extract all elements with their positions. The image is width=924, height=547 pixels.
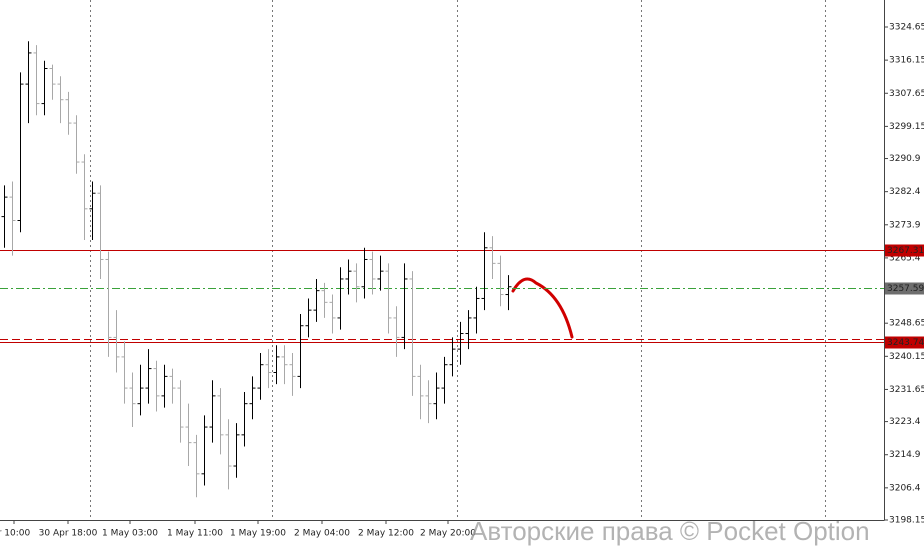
y-tick-label: 3316.15 [889, 56, 924, 66]
y-tick-label: 3324.65 [889, 23, 924, 33]
x-tick-label: 30 Apr 18:00 [39, 529, 98, 539]
y-tick-label: 3214.9 [889, 450, 921, 460]
y-tick-label: 3273.9 [889, 220, 921, 230]
y-tick-label: 3198.15 [889, 516, 924, 526]
y-tick-label: 3307.65 [889, 89, 924, 99]
y-tick-label: 3206.4 [889, 483, 921, 493]
x-tick-label: 1 May 03:00 [102, 529, 158, 539]
watermark: Авторские права © Pocket Option [470, 516, 870, 546]
price-level-label: 3243.74 [887, 338, 924, 348]
x-tick-label: 1 May 11:00 [167, 529, 223, 539]
price-level-box [885, 244, 924, 257]
y-tick-label: 3248.65 [889, 319, 924, 329]
y-tick-label: 3290.9 [889, 154, 921, 164]
y-tick-label: 3231.65 [889, 385, 924, 395]
y-tick-label: 3282.4 [889, 187, 921, 197]
separator-lines [90, 0, 826, 520]
x-tick-label: r 10:00 [0, 529, 31, 539]
y-tick-label: 3223.4 [889, 417, 921, 427]
y-tick-label: 3240.15 [889, 352, 924, 362]
y-tick-label: 3265.4 [889, 253, 921, 263]
x-tick-label: 1 May 19:00 [230, 529, 286, 539]
hand-drawn-arrow [511, 277, 574, 339]
x-tick-label: 2 May 04:00 [294, 529, 350, 539]
x-tick-label: 2 May 12:00 [358, 529, 414, 539]
price-level-label: 3267.31 [887, 246, 924, 256]
y-tick-label: 3299.15 [889, 122, 924, 132]
price-level-box [885, 282, 924, 295]
price-level-label: 3257.59 [887, 284, 924, 294]
price-level-box [885, 336, 924, 349]
x-tick-label: 2 May 20:00 [420, 529, 476, 539]
